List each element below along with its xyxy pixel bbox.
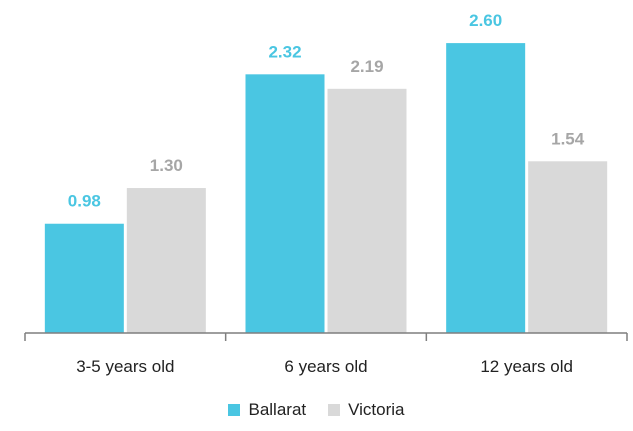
legend: Ballarat Victoria [0, 400, 633, 420]
value-label-ballarat-12-years-old: 2.60 [469, 11, 502, 30]
bars-group [44, 43, 608, 333]
bar-victoria-6-years-old [327, 88, 407, 333]
legend-label-victoria: Victoria [348, 400, 405, 419]
legend-label-ballarat: Ballarat [248, 400, 307, 419]
x-axis-ticks [24, 333, 628, 341]
value-label-victoria-3-5-years-old: 1.30 [150, 156, 183, 175]
bar-victoria-12-years-old [528, 161, 608, 333]
value-label-ballarat-6-years-old: 2.32 [268, 42, 301, 61]
bar-ballarat-3-5-years-old [44, 223, 124, 333]
value-label-ballarat-3-5-years-old: 0.98 [68, 192, 101, 211]
legend-item-ballarat: Ballarat [228, 400, 306, 420]
legend-item-victoria: Victoria [328, 400, 405, 420]
category-label-3-5-years-old: 3-5 years old [76, 357, 174, 376]
value-label-victoria-6-years-old: 2.19 [350, 57, 383, 76]
value-labels-group: 0.98 1.30 2.32 2.19 2.60 1.54 [68, 11, 585, 211]
bar-ballarat-6-years-old [245, 74, 325, 333]
category-label-6-years-old: 6 years old [284, 357, 367, 376]
bar-victoria-3-5-years-old [126, 188, 206, 333]
category-label-12-years-old: 12 years old [480, 357, 573, 376]
legend-swatch-ballarat [228, 404, 241, 416]
bar-ballarat-12-years-old [446, 43, 526, 333]
category-labels-group: 3-5 years old 6 years old 12 years old [76, 357, 573, 376]
value-label-victoria-12-years-old: 1.54 [551, 129, 585, 148]
legend-swatch-victoria [328, 404, 341, 416]
